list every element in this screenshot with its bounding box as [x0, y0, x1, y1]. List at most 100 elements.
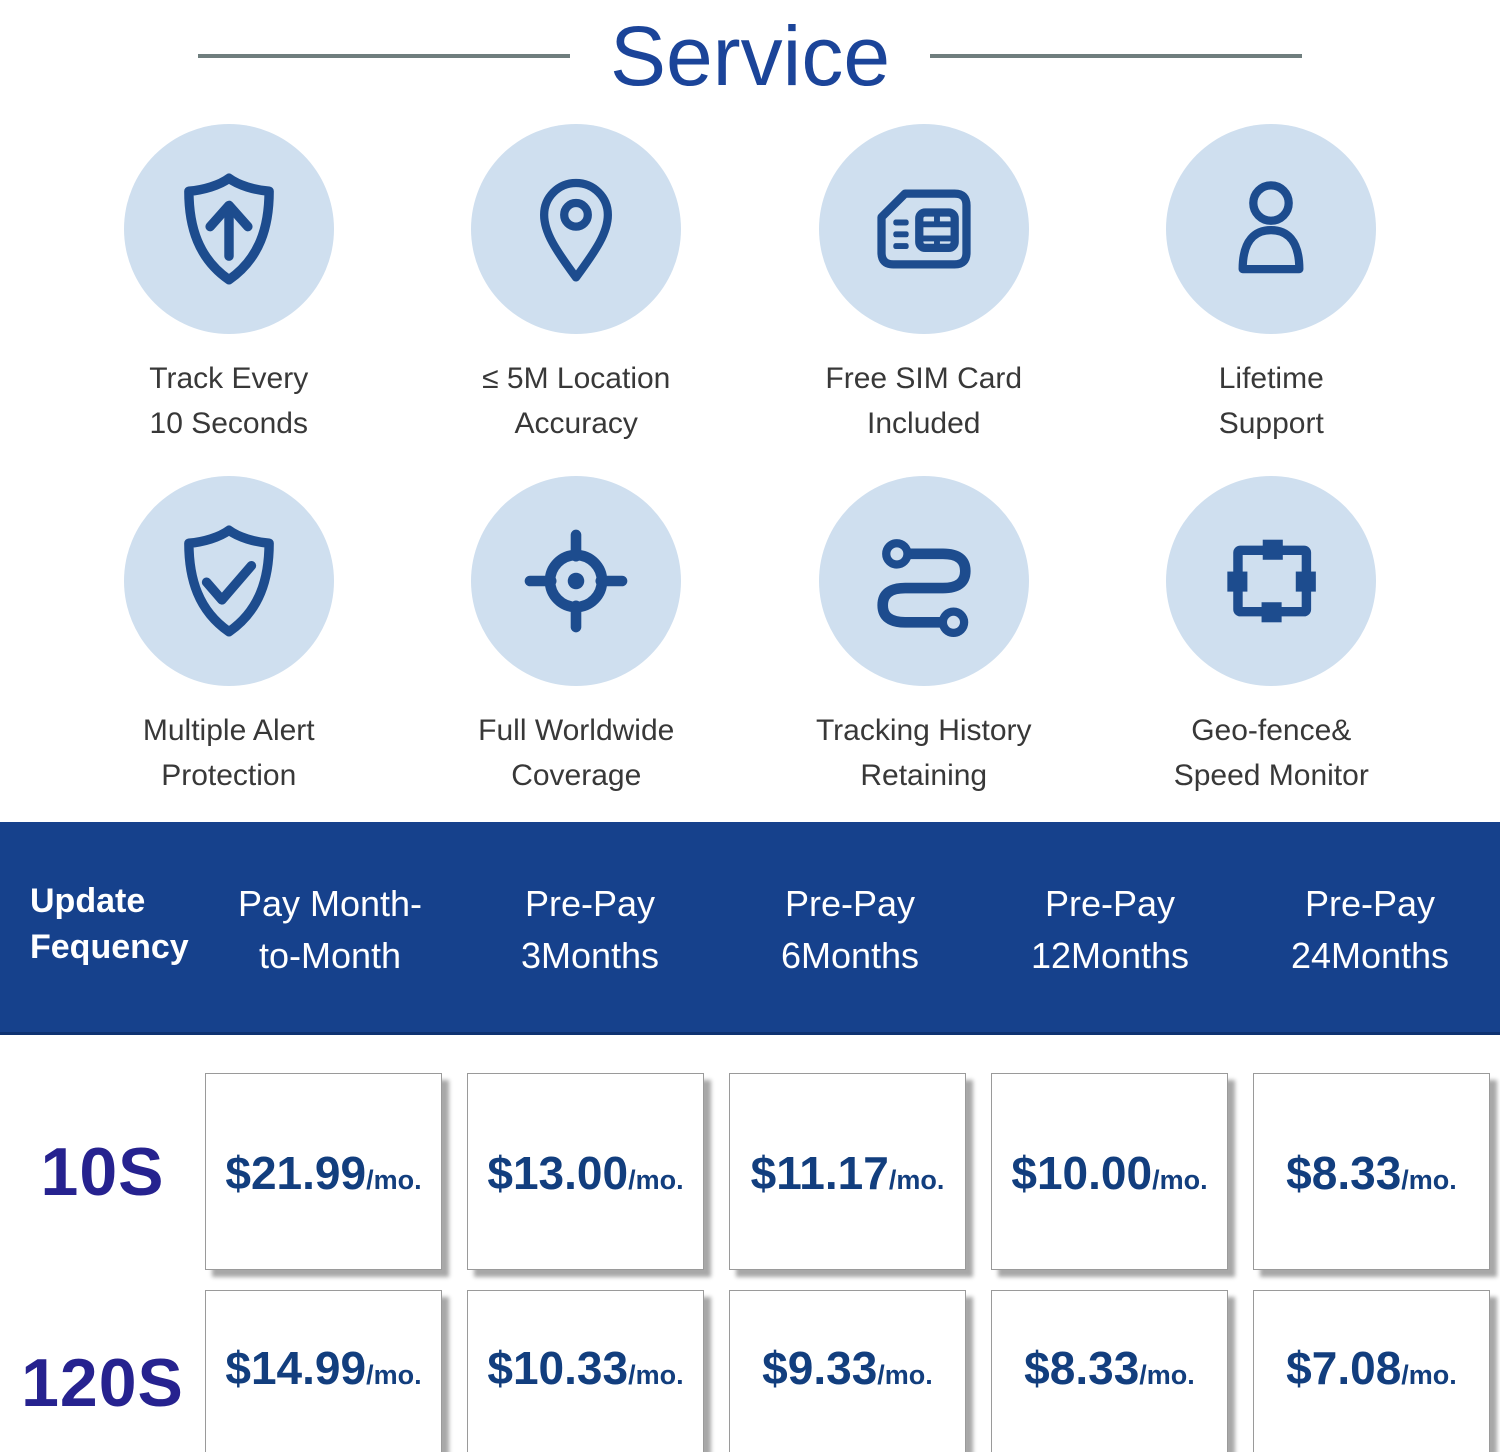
price-cards-10s: $21.99/mo. $13.00/mo. $11.17/mo. $10.00/…	[205, 1073, 1500, 1270]
update-frequency-header: Update Fequency	[0, 878, 200, 1032]
feature-label-line: Included	[867, 407, 981, 440]
features-row-2: Multiple Alert Protection Full Worldwide…	[0, 476, 1500, 798]
header-line: 12Months	[1030, 935, 1190, 976]
route-history-icon	[818, 476, 1029, 686]
feature-label-line: ≤ 5M Location	[482, 362, 671, 395]
title-divider-right	[930, 54, 1303, 58]
feature-geofence-speed: Geo-fence& Speed Monitor	[1098, 476, 1446, 798]
title-divider-left	[197, 54, 570, 58]
pricing-header-band: Update Fequency Pay Month- to-Month Pre-…	[0, 822, 1500, 1035]
price-row-120s: 120S $14.99/mo. $10.33/mo. $9.33/mo. $8.…	[0, 1290, 1500, 1452]
price-card: $21.99/mo.	[205, 1073, 442, 1270]
price-amount: $9.33	[762, 1342, 878, 1394]
header-line: 24Months	[1290, 935, 1450, 976]
row-label-120s: 120S	[21, 1344, 184, 1421]
feature-lifetime-support: Lifetime Support	[1098, 124, 1446, 446]
price-unit: /mo.	[1401, 1165, 1457, 1195]
feature-label-line: Support	[1218, 407, 1324, 440]
price-unit: /mo.	[877, 1360, 933, 1390]
person-icon	[1166, 124, 1377, 334]
feature-label-line: Speed Monitor	[1173, 759, 1369, 792]
price-unit: /mo.	[1152, 1165, 1208, 1195]
price-unit: /mo.	[1401, 1360, 1457, 1390]
price-row-10s: 10S $21.99/mo. $13.00/mo. $11.17/mo. $10…	[0, 1073, 1500, 1270]
row-label-10s: 10S	[40, 1133, 165, 1210]
price-card: $9.33/mo.	[729, 1290, 966, 1452]
price-amount: $8.33	[1286, 1147, 1402, 1199]
feature-caption: Track Every 10 Seconds	[149, 356, 308, 446]
page-title: Service	[609, 9, 891, 103]
feature-label-line: Retaining	[860, 759, 988, 792]
feature-caption: Lifetime Support	[1219, 356, 1324, 446]
header-line: Update	[30, 882, 146, 920]
column-header-prepay-24: Pre-Pay 24Months	[1240, 878, 1500, 1032]
location-pin-icon	[471, 124, 682, 334]
features-row-1: Track Every 10 Seconds ≤ 5M Location Acc…	[0, 124, 1500, 446]
header-line: Pre-Pay	[1304, 883, 1436, 924]
feature-label-line: Protection	[161, 759, 297, 792]
title-row: Service	[0, 0, 1500, 108]
feature-location-accuracy: ≤ 5M Location Accuracy	[403, 124, 751, 446]
header-line: to-Month	[258, 935, 402, 976]
header-line: Pre-Pay	[1044, 883, 1176, 924]
feature-label-line: 10 Seconds	[149, 407, 308, 440]
column-header-prepay-6: Pre-Pay 6Months	[720, 878, 980, 1032]
feature-label-line: Tracking History	[815, 714, 1032, 747]
column-header-pay-monthly: Pay Month- to-Month	[200, 878, 460, 1032]
header-line: 3Months	[520, 935, 660, 976]
feature-label-line: Coverage	[511, 759, 642, 792]
header-line: Fequency	[30, 928, 189, 966]
price-amount: $13.00	[487, 1147, 629, 1199]
column-header-prepay-3: Pre-Pay 3Months	[460, 878, 720, 1032]
crosshair-target-icon	[471, 476, 682, 686]
feature-label-line: Geo-fence&	[1191, 714, 1352, 747]
header-line: 6Months	[780, 935, 920, 976]
header-line: Pre-Pay	[784, 883, 916, 924]
price-card: $11.17/mo.	[729, 1073, 966, 1270]
price-card: $10.00/mo.	[991, 1073, 1228, 1270]
price-amount: $21.99	[225, 1147, 367, 1199]
price-amount: $7.08	[1286, 1342, 1402, 1394]
sim-card-icon	[818, 124, 1029, 334]
column-header-prepay-12: Pre-Pay 12Months	[980, 878, 1240, 1032]
price-unit: /mo.	[1139, 1360, 1195, 1390]
price-unit: /mo.	[628, 1360, 684, 1390]
price-amount: $10.33	[487, 1342, 629, 1394]
feature-label-line: Full Worldwide	[478, 714, 675, 747]
feature-track-frequency: Track Every 10 Seconds	[55, 124, 403, 446]
price-unit: /mo.	[628, 1165, 684, 1195]
feature-label-line: Free SIM Card	[825, 362, 1023, 395]
price-card: $7.08/mo.	[1253, 1290, 1490, 1452]
price-amount: $14.99	[225, 1342, 367, 1394]
feature-label-line: Multiple Alert	[142, 714, 315, 747]
feature-worldwide-coverage: Full Worldwide Coverage	[403, 476, 751, 798]
feature-caption: ≤ 5M Location Accuracy	[482, 356, 670, 446]
price-unit: /mo.	[366, 1360, 422, 1390]
price-card: $10.33/mo.	[467, 1290, 704, 1452]
price-amount: $10.00	[1011, 1147, 1153, 1199]
price-amount: $8.33	[1024, 1342, 1140, 1394]
price-unit: /mo.	[888, 1165, 945, 1195]
feature-label-line: Accuracy	[514, 407, 638, 440]
header-line: Pay Month-	[237, 883, 423, 924]
feature-free-sim: Free SIM Card Included	[750, 124, 1098, 446]
feature-caption: Multiple Alert Protection	[143, 708, 315, 798]
feature-alert-protection: Multiple Alert Protection	[55, 476, 403, 798]
price-cards-120s: $14.99/mo. $10.33/mo. $9.33/mo. $8.33/mo…	[205, 1290, 1500, 1452]
price-amount: $11.17	[750, 1147, 889, 1199]
shield-check-icon	[123, 476, 334, 686]
price-card: $14.99/mo.	[205, 1290, 442, 1452]
price-card: $8.33/mo.	[1253, 1073, 1490, 1270]
feature-label-line: Lifetime	[1218, 362, 1324, 395]
geofence-icon	[1166, 476, 1377, 686]
feature-caption: Tracking History Retaining	[816, 708, 1032, 798]
feature-history-retaining: Tracking History Retaining	[750, 476, 1098, 798]
price-unit: /mo.	[366, 1165, 422, 1195]
feature-caption: Free SIM Card Included	[825, 356, 1022, 446]
header-line: Pre-Pay	[524, 883, 656, 924]
feature-caption: Geo-fence& Speed Monitor	[1174, 708, 1369, 798]
feature-label-line: Track Every	[149, 362, 309, 395]
price-card: $13.00/mo.	[467, 1073, 704, 1270]
price-card: $8.33/mo.	[991, 1290, 1228, 1452]
